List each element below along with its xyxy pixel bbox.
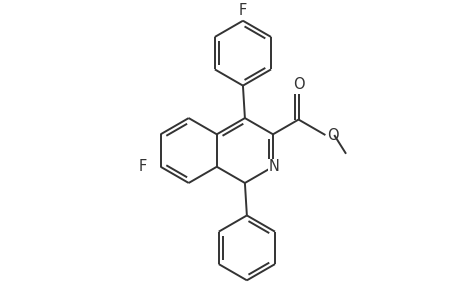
- Text: O: O: [327, 128, 338, 142]
- Text: O: O: [292, 76, 304, 92]
- Text: F: F: [238, 3, 246, 18]
- Text: N: N: [268, 159, 279, 174]
- Text: F: F: [138, 159, 146, 174]
